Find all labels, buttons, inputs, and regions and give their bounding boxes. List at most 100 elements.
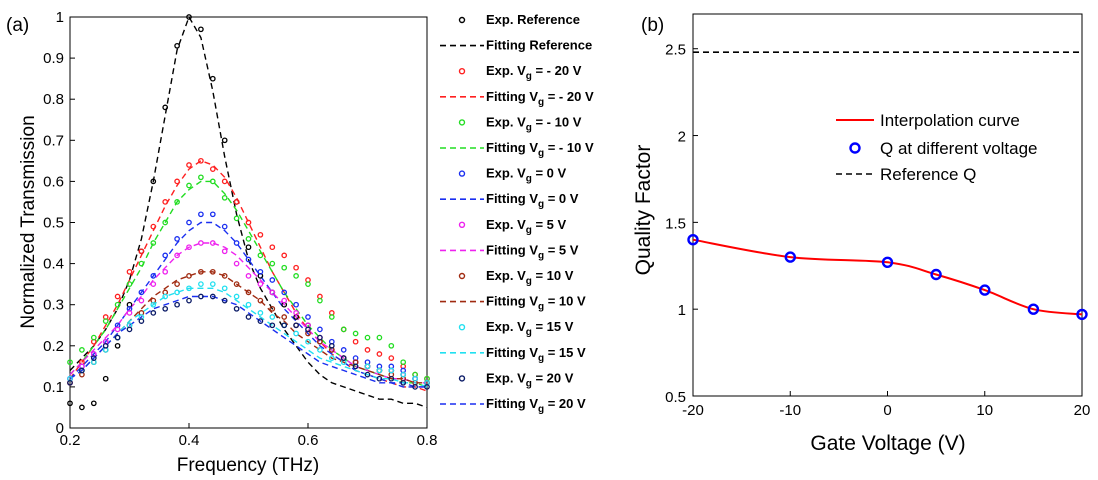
data-point — [281, 252, 288, 259]
data-point — [174, 281, 180, 287]
data-point — [340, 326, 347, 333]
data-point — [400, 359, 407, 366]
data-point — [376, 375, 383, 382]
legend-b: Interpolation curve Q at different voltag… — [836, 111, 1038, 184]
legend-marker — [458, 221, 466, 229]
data-point — [388, 367, 395, 374]
y-tick-label: 2 — [678, 129, 686, 146]
series-layer-b — [687, 51, 1088, 321]
legend-item: Interpolation curve — [836, 111, 1020, 130]
data-point — [221, 194, 228, 201]
data-point — [174, 289, 180, 296]
data-point — [198, 281, 204, 287]
y-tick-label: 0.3 — [43, 297, 64, 314]
data-point — [293, 273, 299, 279]
legend-label-sub: g — [526, 327, 532, 338]
data-point — [305, 281, 311, 287]
data-point — [162, 219, 169, 226]
data-point — [233, 293, 240, 300]
y-tick-label: 1 — [56, 9, 64, 26]
legend-label: Exp. Vg = 10 V — [486, 268, 574, 287]
data-point — [257, 318, 264, 324]
series-line — [69, 295, 427, 388]
data-point — [281, 297, 288, 304]
legend-label: Exp. Vg = 0 V — [486, 166, 567, 185]
legend-marker — [458, 170, 466, 177]
legend-label: Exp. Vg = 5 V — [486, 217, 567, 236]
data-point — [221, 223, 228, 230]
y-axis-label-a: Normalized Transmission — [18, 115, 39, 328]
panel-a: (a) 0.2 0.4 0.6 0.800.10.20.30.40.50.60.70.… — [6, 9, 594, 476]
data-point — [138, 318, 145, 324]
data-point — [209, 75, 216, 82]
data-point — [269, 305, 276, 312]
legend-item: Exp. Vg = 15 V — [458, 319, 574, 338]
data-point — [209, 293, 216, 300]
data-point — [245, 219, 252, 226]
data-point — [186, 244, 192, 251]
legend-label-post: = - 20 V — [544, 89, 594, 104]
legend-label-sub: g — [526, 122, 532, 133]
data-point — [305, 314, 311, 320]
legend-item: Fitting Vg = 10 V — [440, 294, 586, 313]
legend-label-post: = 5 V — [532, 217, 567, 232]
data-point — [340, 347, 347, 353]
data-point — [257, 252, 264, 259]
legend-item: Exp. Vg = 0 V — [458, 166, 567, 185]
data-point — [376, 367, 383, 374]
legend-label-post: = - 10 V — [532, 114, 582, 129]
data-point — [114, 342, 121, 349]
data-point — [198, 26, 204, 33]
y-tick-label: 0.8 — [43, 91, 64, 108]
data-point — [245, 273, 252, 279]
data-point — [233, 281, 240, 287]
data-point — [186, 162, 192, 168]
legend-label: Fitting Vg = - 20 V — [486, 89, 594, 108]
y-tick-label: 0.1 — [43, 379, 64, 396]
data-point — [162, 199, 169, 205]
legend-label-sub: g — [526, 225, 532, 236]
y-tick-label: 0.9 — [43, 50, 64, 67]
data-point — [257, 231, 264, 238]
data-point — [79, 404, 85, 411]
data-point — [138, 289, 145, 296]
legend-label-sub: g — [526, 378, 532, 389]
legend-item: Fitting Vg = - 20 V — [440, 89, 594, 108]
data-point — [198, 240, 204, 246]
x-tick-label: 0.4 — [179, 432, 200, 449]
legend-label-sub: g — [538, 199, 544, 210]
data-point — [150, 301, 157, 308]
y-tick-label: 0.2 — [43, 338, 64, 355]
y-tick-label: 0.5 — [43, 215, 64, 232]
legend-item: Exp. Vg = 20 V — [458, 370, 574, 389]
legend-label-main: Exp. V — [486, 268, 526, 283]
data-point — [257, 268, 264, 275]
data-point — [209, 281, 216, 287]
legend-label: Exp. Vg = 20 V — [486, 370, 574, 389]
plot-area-b — [692, 13, 1083, 397]
data-point — [126, 326, 133, 333]
legend-label-main: Exp. V — [486, 319, 526, 334]
data-point — [162, 104, 169, 111]
data-point — [317, 347, 323, 353]
data-point — [186, 219, 192, 226]
x-tick-label: 20 — [1074, 402, 1091, 419]
data-point — [209, 211, 216, 218]
legend-label-sub: g — [526, 71, 532, 82]
data-point — [412, 384, 418, 390]
legend-label-post: = 0 V — [544, 191, 579, 206]
y-tick-label: 0.4 — [43, 256, 64, 273]
data-point — [293, 310, 299, 316]
legend-item: Fitting Vg = 20 V — [440, 396, 586, 415]
legend-label: Fitting Vg = - 10 V — [486, 140, 594, 159]
data-point — [269, 244, 276, 251]
data-point — [245, 301, 252, 308]
data-point — [376, 351, 383, 357]
legend-marker — [458, 324, 466, 331]
data-point — [221, 297, 228, 304]
data-point — [209, 166, 216, 172]
legend-label: Fitting Vg = 0 V — [486, 191, 579, 210]
legend-label-sub: g — [538, 250, 544, 261]
data-point — [221, 273, 228, 279]
data-point — [162, 293, 169, 300]
